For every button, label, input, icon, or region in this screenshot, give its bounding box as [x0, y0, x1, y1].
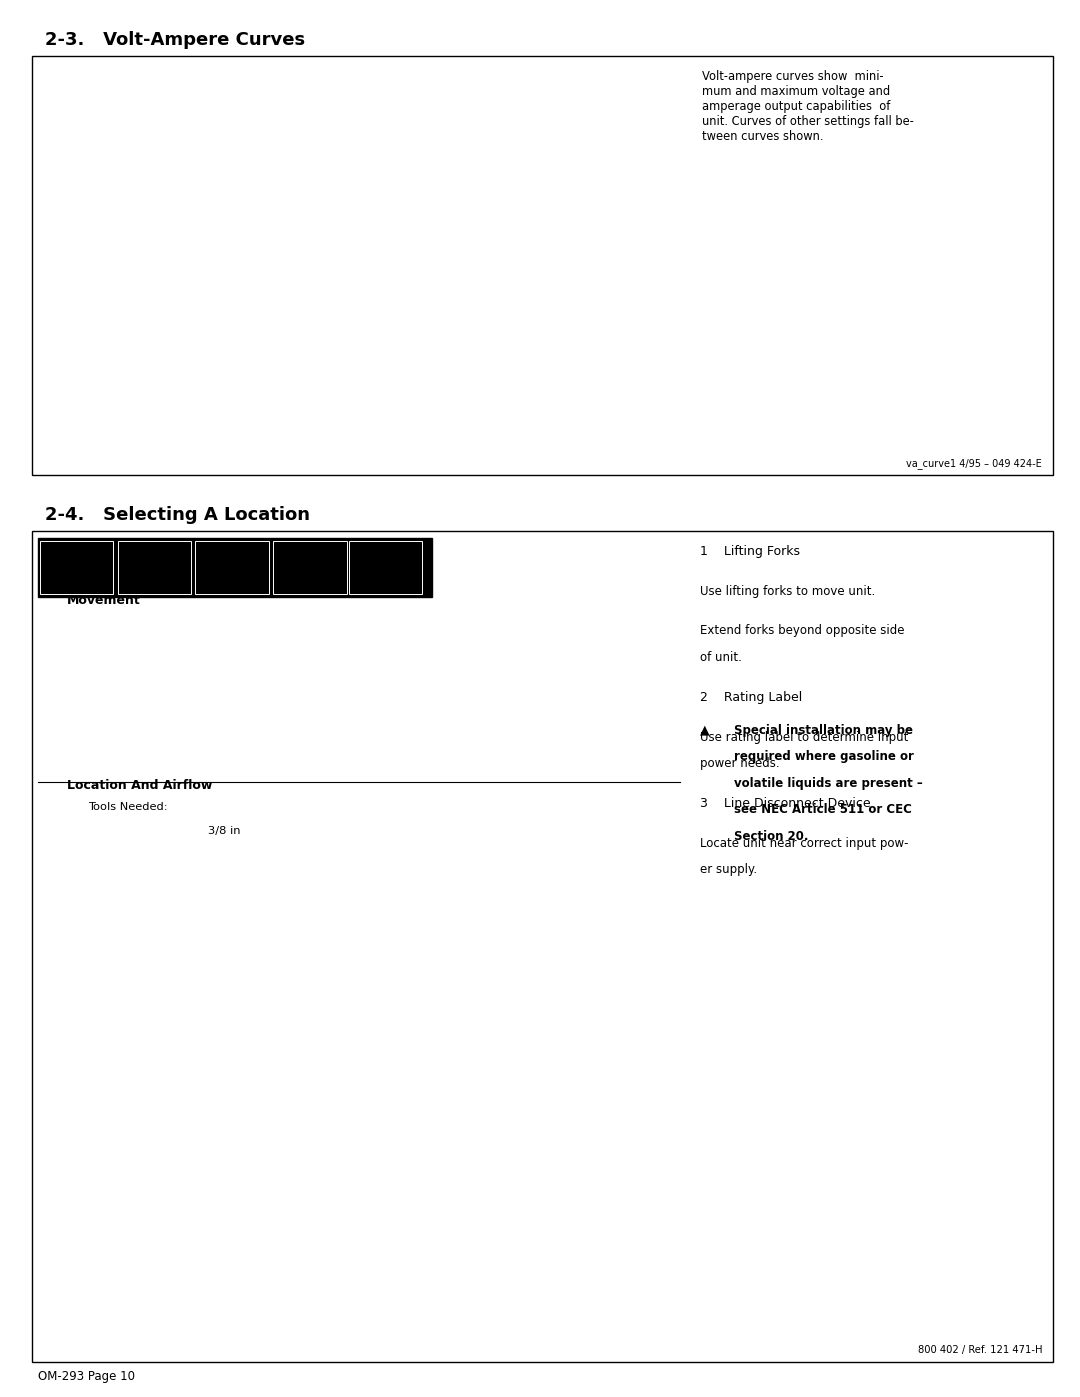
Text: 1: 1	[508, 732, 515, 745]
Text: Tools Needed:: Tools Needed:	[89, 802, 168, 812]
Bar	[400, 912, 617, 1048]
Circle shape	[279, 1234, 297, 1249]
Text: see NEC Article 511 or CEC: see NEC Article 511 or CEC	[734, 803, 913, 816]
Circle shape	[222, 1213, 229, 1218]
Text: !: !	[72, 566, 81, 585]
Text: 3: 3	[375, 807, 382, 820]
Text: $\rightarrow$   STOCK NO.: $\rightarrow$ STOCK NO.	[406, 935, 453, 943]
Circle shape	[183, 1204, 207, 1227]
Text: 2: 2	[562, 870, 569, 883]
Circle shape	[368, 545, 388, 559]
Text: of unit.: of unit.	[700, 651, 742, 664]
Circle shape	[151, 1204, 176, 1227]
Circle shape	[396, 546, 407, 553]
Text: Special installation may be: Special installation may be	[734, 724, 914, 736]
X-axis label: DC  AMPERES: DC AMPERES	[323, 461, 417, 475]
Text: 3    Line Disconnect Device: 3 Line Disconnect Device	[700, 796, 870, 810]
Circle shape	[313, 729, 369, 752]
Circle shape	[403, 548, 416, 557]
Bar	[161, 823, 174, 834]
Text: ▲: ▲	[700, 724, 710, 736]
Circle shape	[434, 736, 454, 745]
Text: Extend forks beyond opposite side: Extend forks beyond opposite side	[700, 624, 904, 637]
Text: Movement: Movement	[67, 594, 140, 606]
Bar	[325, 838, 368, 911]
Text: 1    Lifting Forks: 1 Lifting Forks	[700, 545, 800, 557]
Text: AMPERES: AMPERES	[406, 977, 437, 982]
Circle shape	[158, 546, 173, 556]
Text: KW: KW	[406, 995, 417, 1000]
Circle shape	[332, 736, 351, 745]
Text: VOLTS: VOLTS	[406, 958, 426, 964]
Text: PHASE          HERTZ: PHASE HERTZ	[406, 1014, 469, 1018]
Text: Locate unit near correct input pow-: Locate unit near correct input pow-	[700, 837, 908, 849]
Bar	[133, 922, 294, 1017]
Bar	[68, 821, 99, 835]
Bar	[158, 824, 161, 833]
Text: volatile liquids are present –: volatile liquids are present –	[734, 777, 923, 789]
Circle shape	[307, 545, 321, 556]
Text: 18 in
(460 mm): 18 in (460 mm)	[436, 1090, 488, 1111]
Text: Use lifting forks to move unit.: Use lifting forks to move unit.	[700, 584, 875, 598]
Text: INPUT   SERIAL NO.: INPUT SERIAL NO.	[406, 916, 462, 922]
Text: Location And Airflow: Location And Airflow	[67, 780, 213, 792]
Polygon shape	[114, 859, 375, 911]
Circle shape	[417, 729, 472, 752]
Y-axis label: DC  VOLTS: DC VOLTS	[36, 222, 50, 293]
Text: Section 20.: Section 20.	[734, 830, 809, 842]
Text: 2    Rating Label: 2 Rating Label	[700, 690, 802, 704]
Polygon shape	[301, 613, 429, 657]
Text: Use rating label to determine input: Use rating label to determine input	[700, 731, 908, 743]
Text: 18 in
(460 mm): 18 in (460 mm)	[65, 1236, 116, 1257]
Polygon shape	[313, 859, 375, 1257]
Circle shape	[191, 1213, 198, 1218]
Text: required where gasoline or: required where gasoline or	[734, 750, 915, 763]
Text: OM-293 Page 10: OM-293 Page 10	[38, 1370, 135, 1383]
Text: er supply.: er supply.	[700, 863, 757, 876]
Circle shape	[161, 1213, 166, 1218]
Text: LOW  RANGE: LOW RANGE	[174, 366, 240, 376]
Polygon shape	[289, 652, 476, 732]
Circle shape	[401, 555, 411, 562]
Bar	[99, 821, 106, 835]
Circle shape	[247, 1234, 266, 1249]
Text: power needs.: power needs.	[700, 757, 780, 770]
Text: 800 402 / Ref. 121 471-H: 800 402 / Ref. 121 471-H	[918, 1345, 1042, 1355]
Text: va_curve1 4/95 – 049 424-E: va_curve1 4/95 – 049 424-E	[906, 458, 1042, 469]
Polygon shape	[211, 543, 254, 591]
Text: 2-3.   Volt-Ampere Curves: 2-3. Volt-Ampere Curves	[45, 31, 306, 49]
Polygon shape	[45, 549, 108, 585]
Text: Volt-ampere curves show  mini-
mum and maximum voltage and
amperage output capab: Volt-ampere curves show mini- mum and ma…	[702, 70, 914, 142]
Circle shape	[214, 1204, 238, 1227]
Text: HIGH  RANGE: HIGH RANGE	[324, 225, 393, 235]
Text: 2-4.   Selecting A Location: 2-4. Selecting A Location	[45, 506, 310, 524]
Text: 3/8 in: 3/8 in	[208, 826, 241, 835]
Polygon shape	[114, 911, 313, 1257]
